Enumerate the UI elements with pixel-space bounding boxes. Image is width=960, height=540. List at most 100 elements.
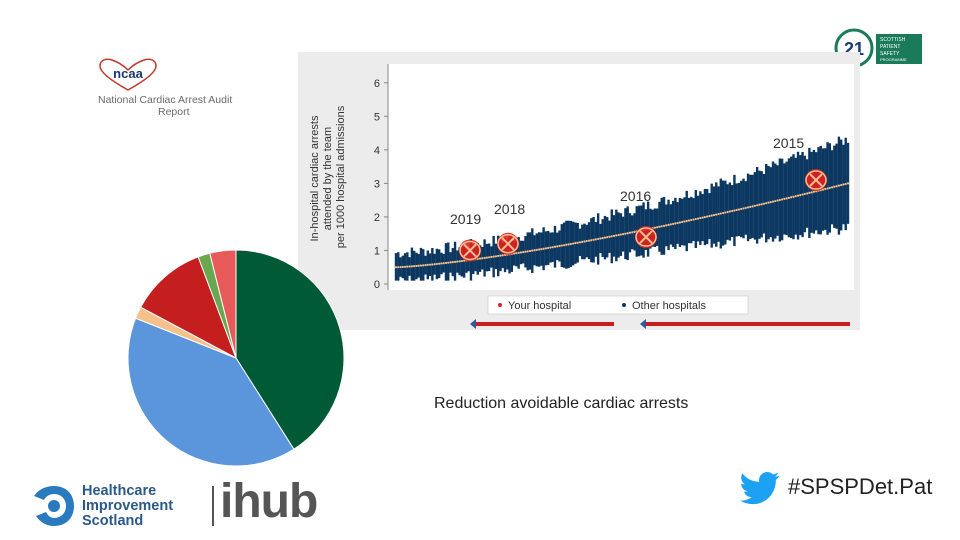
other-hospital-point <box>690 218 693 222</box>
other-hospital-point <box>460 259 463 263</box>
other-hospital-point <box>444 261 448 265</box>
ncaa-title: National Cardiac Arrest Audit Report <box>98 94 258 118</box>
other-hospital-point <box>662 224 666 227</box>
other-hospital-point <box>840 183 843 187</box>
other-hospital-point <box>749 205 752 208</box>
other-hospital-point <box>399 265 402 269</box>
other-hospital-point <box>783 197 786 201</box>
other-hospital-point <box>787 196 791 199</box>
year-label: 2019 <box>450 211 481 227</box>
other-hospital-point <box>719 212 722 215</box>
other-hospital-point <box>844 182 847 186</box>
other-hospital-point <box>531 249 534 252</box>
other-hospital-point <box>478 257 482 260</box>
other-hospital-point <box>528 249 532 253</box>
other-hospital-point <box>821 188 825 191</box>
his-emblem-icon <box>34 486 74 526</box>
other-hospital-point <box>681 220 684 224</box>
other-hospital-point <box>658 225 661 228</box>
other-hospital-point <box>785 197 788 200</box>
his-words: Healthcare Improvement Scotland <box>82 484 173 529</box>
other-hospital-point <box>778 198 781 202</box>
other-hospital-point <box>544 247 548 250</box>
other-hospital-point <box>703 215 707 219</box>
other-hospital-point <box>771 200 775 203</box>
other-hospital-point <box>812 190 816 193</box>
other-hospital-point <box>519 251 523 254</box>
other-hospital-point <box>746 206 750 209</box>
year-label: 2015 <box>773 135 804 151</box>
other-hospital-point <box>833 185 836 188</box>
other-hospital-point <box>556 245 559 248</box>
other-hospital-point <box>769 201 772 204</box>
other-hospital-point <box>678 221 682 224</box>
other-hospital-point <box>440 262 443 265</box>
ncaa-logo: ncaa National Cardiac Arrest Audit Repor… <box>98 58 258 122</box>
other-hospital-point <box>567 243 570 246</box>
other-hospital-point <box>406 265 409 268</box>
other-hospital-point <box>692 218 695 221</box>
other-hospital-point <box>424 264 427 267</box>
y-tick-label: 5 <box>374 111 380 123</box>
legend-other-hospitals: Other hospitals <box>632 300 706 312</box>
other-hospital-point <box>490 255 493 259</box>
twitter-bird-icon <box>740 472 780 505</box>
other-hospital-point <box>767 201 770 204</box>
other-hospital-point <box>526 250 529 253</box>
other-hospital-point <box>837 184 841 187</box>
other-hospital-point <box>560 244 563 247</box>
other-hospital-point <box>699 216 702 220</box>
legend-your-hospital-marker <box>498 303 502 307</box>
other-hospital-point <box>565 243 568 246</box>
other-hospital-point <box>501 254 504 257</box>
other-hospital-point <box>615 234 618 237</box>
other-hospital-point <box>403 265 407 268</box>
pie-slice <box>140 256 237 360</box>
other-hospital-point <box>828 186 831 190</box>
other-hospital-point <box>417 264 420 267</box>
other-hospital-point <box>431 263 434 266</box>
other-hospital-point <box>608 235 611 238</box>
other-hospital-point <box>724 211 727 214</box>
other-hospital-point <box>456 260 459 263</box>
funnel-plot: 0 1 2 3 4 5 6 In-hospital cardiac arrests atte… <box>309 64 854 329</box>
other-hospital-point <box>622 233 625 236</box>
other-hospital-point <box>744 206 747 210</box>
other-hospital-point <box>717 212 720 216</box>
other-hospital-point <box>438 262 441 265</box>
other-hospital-point <box>517 251 520 254</box>
other-hospital-point <box>726 210 729 214</box>
other-hospital-point <box>633 230 636 233</box>
other-hospital-point <box>401 265 404 269</box>
other-hospital-point <box>792 195 795 198</box>
other-hospital-point <box>594 238 597 241</box>
other-hospital-point <box>581 240 584 243</box>
his-word-2: Improvement <box>82 498 174 514</box>
other-hospital-point <box>415 264 418 268</box>
other-hospital-point <box>846 182 850 185</box>
other-hospital-point <box>687 219 691 222</box>
other-hospital-point <box>410 265 413 268</box>
other-hospital-point <box>499 254 502 257</box>
other-hospital-point <box>576 241 579 244</box>
his-ihub-logo: Healthcare Improvement Scotland ihub <box>30 475 318 532</box>
your-hospital-point <box>635 226 657 249</box>
other-hospital-point <box>572 242 575 245</box>
other-hospital-point <box>562 244 566 247</box>
his-word-1: Healthcare <box>82 483 157 499</box>
other-hospital-point <box>712 213 716 217</box>
reduction-arrow-right-head-icon <box>640 319 646 329</box>
legend-your-hospital: Your hospital <box>508 300 571 312</box>
y-tick-label: 2 <box>374 212 380 224</box>
his-word-3: Scotland <box>82 513 144 529</box>
other-hospital-point <box>835 185 838 188</box>
other-hospital-point <box>558 244 561 248</box>
other-hospital-point <box>481 257 484 260</box>
other-hospital-point <box>619 233 622 236</box>
other-hospital-point <box>733 209 736 212</box>
ncaa-title-line1: National Cardiac Arrest Audit <box>98 94 233 106</box>
spsp-text-2: PATIENT <box>880 44 900 50</box>
other-hospital-point <box>397 266 400 269</box>
spsp-text-3: SAFETY <box>880 51 900 57</box>
other-hospital-point <box>574 242 577 245</box>
